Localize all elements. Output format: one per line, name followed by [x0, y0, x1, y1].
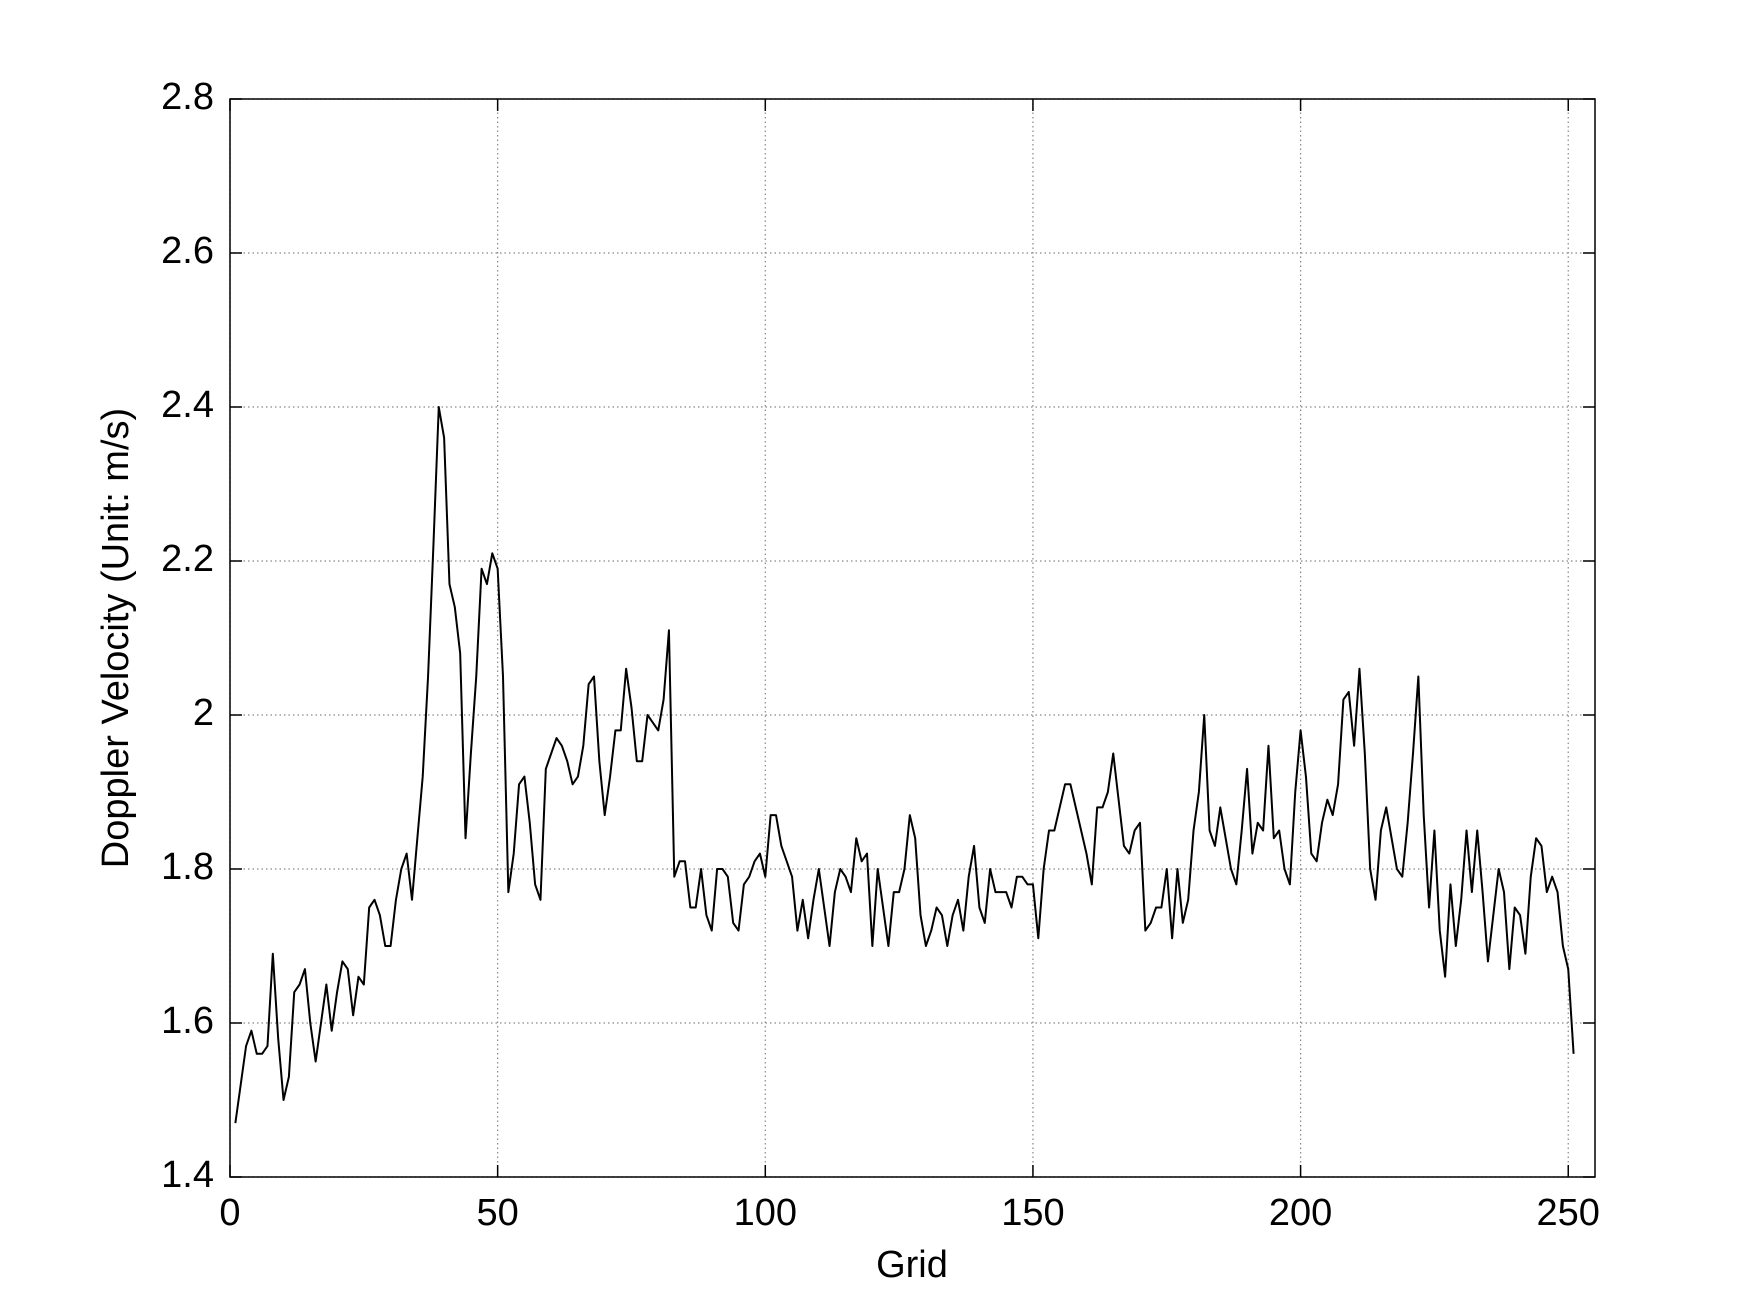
- x-tick-label: 150: [1001, 1192, 1064, 1234]
- y-tick-label: 2.8: [161, 76, 214, 118]
- y-axis-label: Doppler Velocity (Unit: m/s): [95, 408, 137, 868]
- y-tick-label: 2.2: [161, 538, 214, 580]
- plot-frame: [229, 98, 1596, 1178]
- x-tick-label: 50: [477, 1192, 519, 1234]
- y-tick-label: 2.6: [161, 230, 214, 272]
- y-tick-label: 1.4: [161, 1154, 214, 1196]
- x-tick-label: 200: [1269, 1192, 1332, 1234]
- x-tick-label: 0: [219, 1192, 240, 1234]
- y-tick-label: 1.6: [161, 1000, 214, 1042]
- y-tick-label: 2: [193, 692, 214, 734]
- x-axis-label: Grid: [876, 1244, 948, 1286]
- y-tick-label: 2.4: [161, 384, 214, 426]
- y-tick-label: 1.8: [161, 846, 214, 888]
- data-line: [234, 406, 1575, 1124]
- x-tick-label: 100: [734, 1192, 797, 1234]
- x-tick-label: 250: [1537, 1192, 1600, 1234]
